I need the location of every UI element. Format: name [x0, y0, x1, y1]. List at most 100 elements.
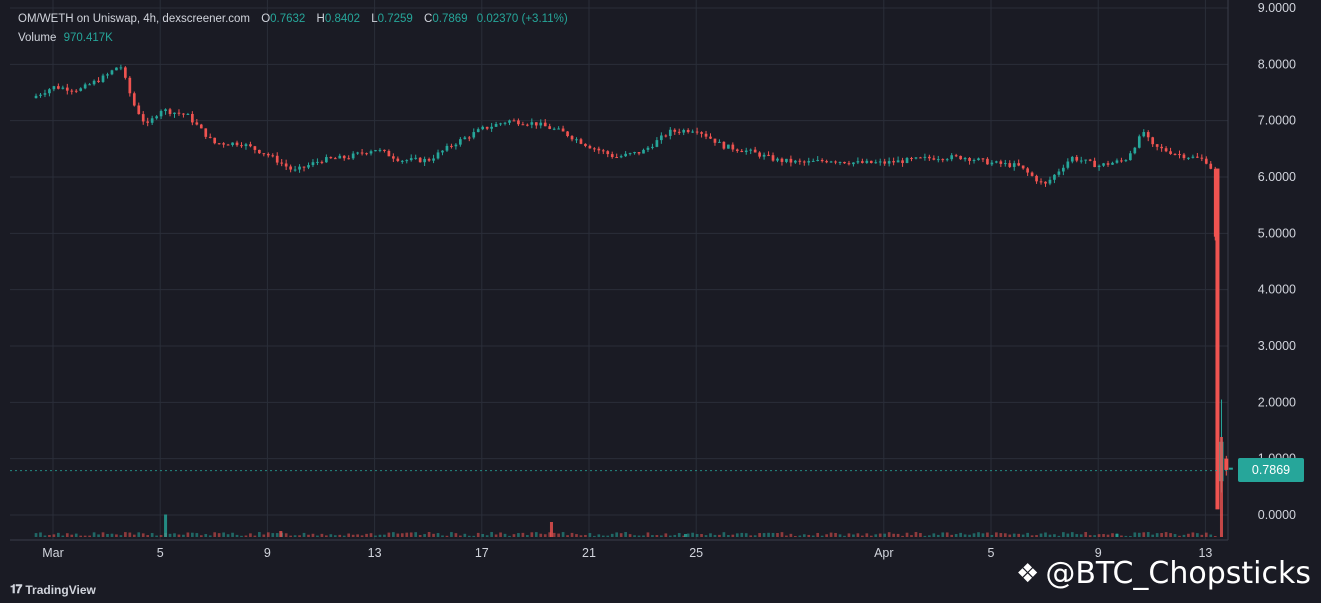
candle-body: [735, 149, 739, 151]
tradingview-logo[interactable]: 𝟏𝟕 TradingView: [10, 582, 96, 597]
volume-bar: [311, 533, 315, 537]
y-tick-label: 5.0000: [1258, 226, 1296, 240]
candle-body: [744, 150, 748, 153]
volume-bar: [275, 533, 279, 537]
candle-body: [481, 126, 485, 130]
volume-bar: [1008, 534, 1012, 537]
volume-bar: [767, 532, 770, 537]
volume-spike: [279, 531, 283, 537]
candle-body: [704, 133, 708, 137]
volume-bar: [1213, 535, 1217, 537]
volume-bar: [588, 533, 592, 537]
volume-bar: [1044, 532, 1047, 537]
volume-bar: [811, 535, 815, 537]
candle-body: [624, 153, 627, 157]
candle-body: [1228, 467, 1233, 470]
volume-bar: [83, 535, 87, 537]
volume-bar: [1173, 534, 1177, 537]
candle-body: [928, 156, 931, 159]
candle-body: [418, 157, 422, 163]
volume-bar: [499, 532, 502, 537]
candle-body: [1088, 159, 1092, 161]
volume-bar: [802, 534, 806, 537]
volume-bar: [1084, 532, 1088, 537]
candle-body: [383, 149, 386, 151]
candle-body: [289, 166, 292, 170]
candle-body: [338, 155, 342, 159]
volume-bar: [115, 534, 118, 537]
volume-bar: [972, 533, 976, 537]
volume-bar: [146, 535, 150, 537]
volume-bar: [628, 534, 632, 537]
volume-bar: [1026, 532, 1029, 537]
candle-body: [776, 158, 779, 161]
candle-body: [195, 122, 199, 125]
candle-body: [423, 158, 426, 163]
volume-bar: [718, 534, 721, 537]
volume-bar: [1209, 534, 1213, 537]
candle-body: [668, 129, 672, 136]
candle-body: [829, 161, 833, 163]
candle-body: [97, 80, 100, 82]
volume-bar: [566, 535, 569, 537]
candle-body: [579, 139, 583, 144]
plot-area: [10, 0, 1228, 540]
candle-body: [1111, 162, 1114, 165]
volume-bar: [995, 532, 998, 537]
candle-body: [1048, 179, 1052, 184]
volume-bar: [490, 532, 493, 537]
volume-bar: [932, 533, 936, 537]
candle-body: [838, 161, 842, 163]
candle-body: [767, 154, 770, 156]
candle-body: [1196, 156, 1199, 158]
volume-bar: [557, 533, 560, 537]
candle-body: [1155, 144, 1159, 147]
volume-bar: [1169, 533, 1172, 537]
candle-body: [249, 144, 252, 147]
candle-body: [798, 160, 802, 162]
volume-bar: [351, 534, 355, 537]
candle-body: [615, 157, 619, 159]
volume-bar: [445, 535, 449, 537]
volume-bar: [463, 533, 467, 537]
candle-body: [1133, 147, 1137, 154]
open-value: 0.7632: [270, 13, 306, 25]
volume-bar: [579, 535, 583, 537]
candle-body: [329, 157, 333, 159]
candle-body: [945, 159, 949, 161]
candle-body: [110, 70, 114, 75]
volume-label: Volume: [18, 32, 57, 44]
volume-bar: [593, 535, 596, 537]
volume-bar: [494, 534, 498, 537]
candle-body: [155, 116, 158, 119]
candle-body: [106, 74, 109, 76]
volume-bar: [1182, 534, 1186, 537]
volume-bar: [901, 535, 904, 537]
volume-bar: [771, 532, 775, 537]
candle-body: [700, 132, 703, 134]
y-tick-label: 7.0000: [1258, 114, 1296, 128]
candle-body: [1124, 160, 1128, 162]
candle-body: [271, 155, 275, 157]
candle-body: [753, 149, 757, 153]
volume-bar: [177, 534, 181, 537]
candle-body: [825, 161, 828, 163]
volume-bar: [709, 533, 712, 537]
volume-bar: [450, 532, 453, 537]
candle-body: [119, 67, 123, 69]
volume-bar: [155, 535, 158, 537]
volume-bar: [682, 535, 686, 537]
candle-body: [655, 140, 659, 147]
volume-bar: [534, 532, 538, 537]
candle-body: [660, 135, 663, 141]
volume-value: 970.417K: [63, 32, 113, 44]
candle-body: [843, 161, 846, 164]
volume-bar: [97, 534, 100, 537]
candle-body: [561, 128, 565, 132]
volume-bar: [1097, 534, 1101, 537]
y-tick-label: 4.0000: [1258, 283, 1296, 297]
volume-bar: [785, 535, 788, 537]
candle-body: [396, 158, 400, 161]
